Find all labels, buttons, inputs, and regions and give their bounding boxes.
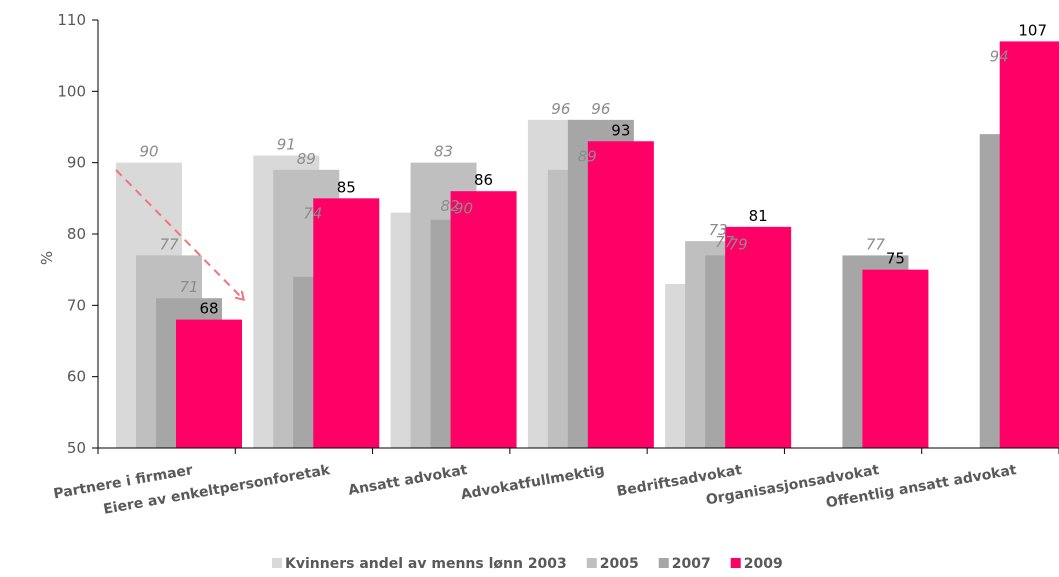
data-label-inside: 77 bbox=[715, 233, 735, 251]
data-label: 73 bbox=[709, 221, 728, 239]
data-label: 75 bbox=[886, 250, 905, 268]
data-label: 91 bbox=[277, 136, 296, 154]
category-label: Ansatt advokat bbox=[347, 462, 469, 499]
data-label-inside: 89 bbox=[578, 147, 597, 165]
data-label: 85 bbox=[337, 178, 356, 196]
bar-4-3 bbox=[450, 191, 517, 448]
bar-4-6 bbox=[862, 269, 929, 448]
legend-swatch-4 bbox=[730, 558, 741, 568]
data-label: 89 bbox=[297, 150, 316, 168]
bar-4-5 bbox=[725, 226, 792, 448]
data-label: 90 bbox=[454, 200, 473, 218]
legend-swatch-2 bbox=[586, 558, 597, 568]
data-label: 79 bbox=[729, 235, 748, 253]
y-tick-label: 80 bbox=[67, 225, 86, 243]
legend-label-4: 2009 bbox=[744, 556, 783, 572]
data-label: 81 bbox=[749, 207, 768, 225]
category-label: Eiere av enkeltpersonforetak bbox=[102, 462, 332, 518]
legend-swatch-1 bbox=[272, 558, 282, 568]
data-label: 107 bbox=[1018, 21, 1047, 39]
data-label: 86 bbox=[474, 171, 493, 189]
legend-label-1: Kvinners andel av menns lønn 2003 bbox=[285, 556, 567, 572]
bar-4-7 bbox=[999, 41, 1059, 449]
bar-4-2 bbox=[313, 198, 380, 448]
data-label: 83 bbox=[434, 143, 453, 161]
y-tick-label: 90 bbox=[67, 154, 86, 172]
data-label: 77 bbox=[159, 235, 179, 253]
legend-label-2: 2005 bbox=[600, 556, 639, 572]
data-label: 68 bbox=[199, 300, 218, 318]
data-label: 93 bbox=[611, 121, 630, 139]
data-label: 90 bbox=[139, 143, 158, 161]
data-label-inside: 82 bbox=[440, 197, 459, 215]
data-label-inside: 74 bbox=[303, 204, 322, 222]
y-tick-label: 100 bbox=[57, 82, 86, 100]
data-label: 96 bbox=[551, 100, 570, 118]
category-label: Advokatfullmektig bbox=[460, 462, 606, 503]
bar-4-4 bbox=[587, 141, 654, 448]
data-label: 77 bbox=[866, 235, 886, 253]
y-tick-label: 50 bbox=[67, 439, 86, 457]
legend-label-3: 2007 bbox=[672, 556, 711, 572]
data-label-inside: 94 bbox=[990, 47, 1009, 65]
y-tick-label: 70 bbox=[67, 296, 86, 314]
data-label: 71 bbox=[179, 278, 198, 296]
data-label: 96 bbox=[591, 100, 610, 118]
legend-swatch-3 bbox=[658, 558, 669, 568]
decline-arrow bbox=[115, 169, 243, 299]
bar-4-1 bbox=[176, 319, 242, 448]
y-tick-label: 60 bbox=[67, 368, 86, 386]
y-tick-label: 110 bbox=[57, 11, 86, 29]
y-axis-title: % bbox=[38, 251, 56, 265]
